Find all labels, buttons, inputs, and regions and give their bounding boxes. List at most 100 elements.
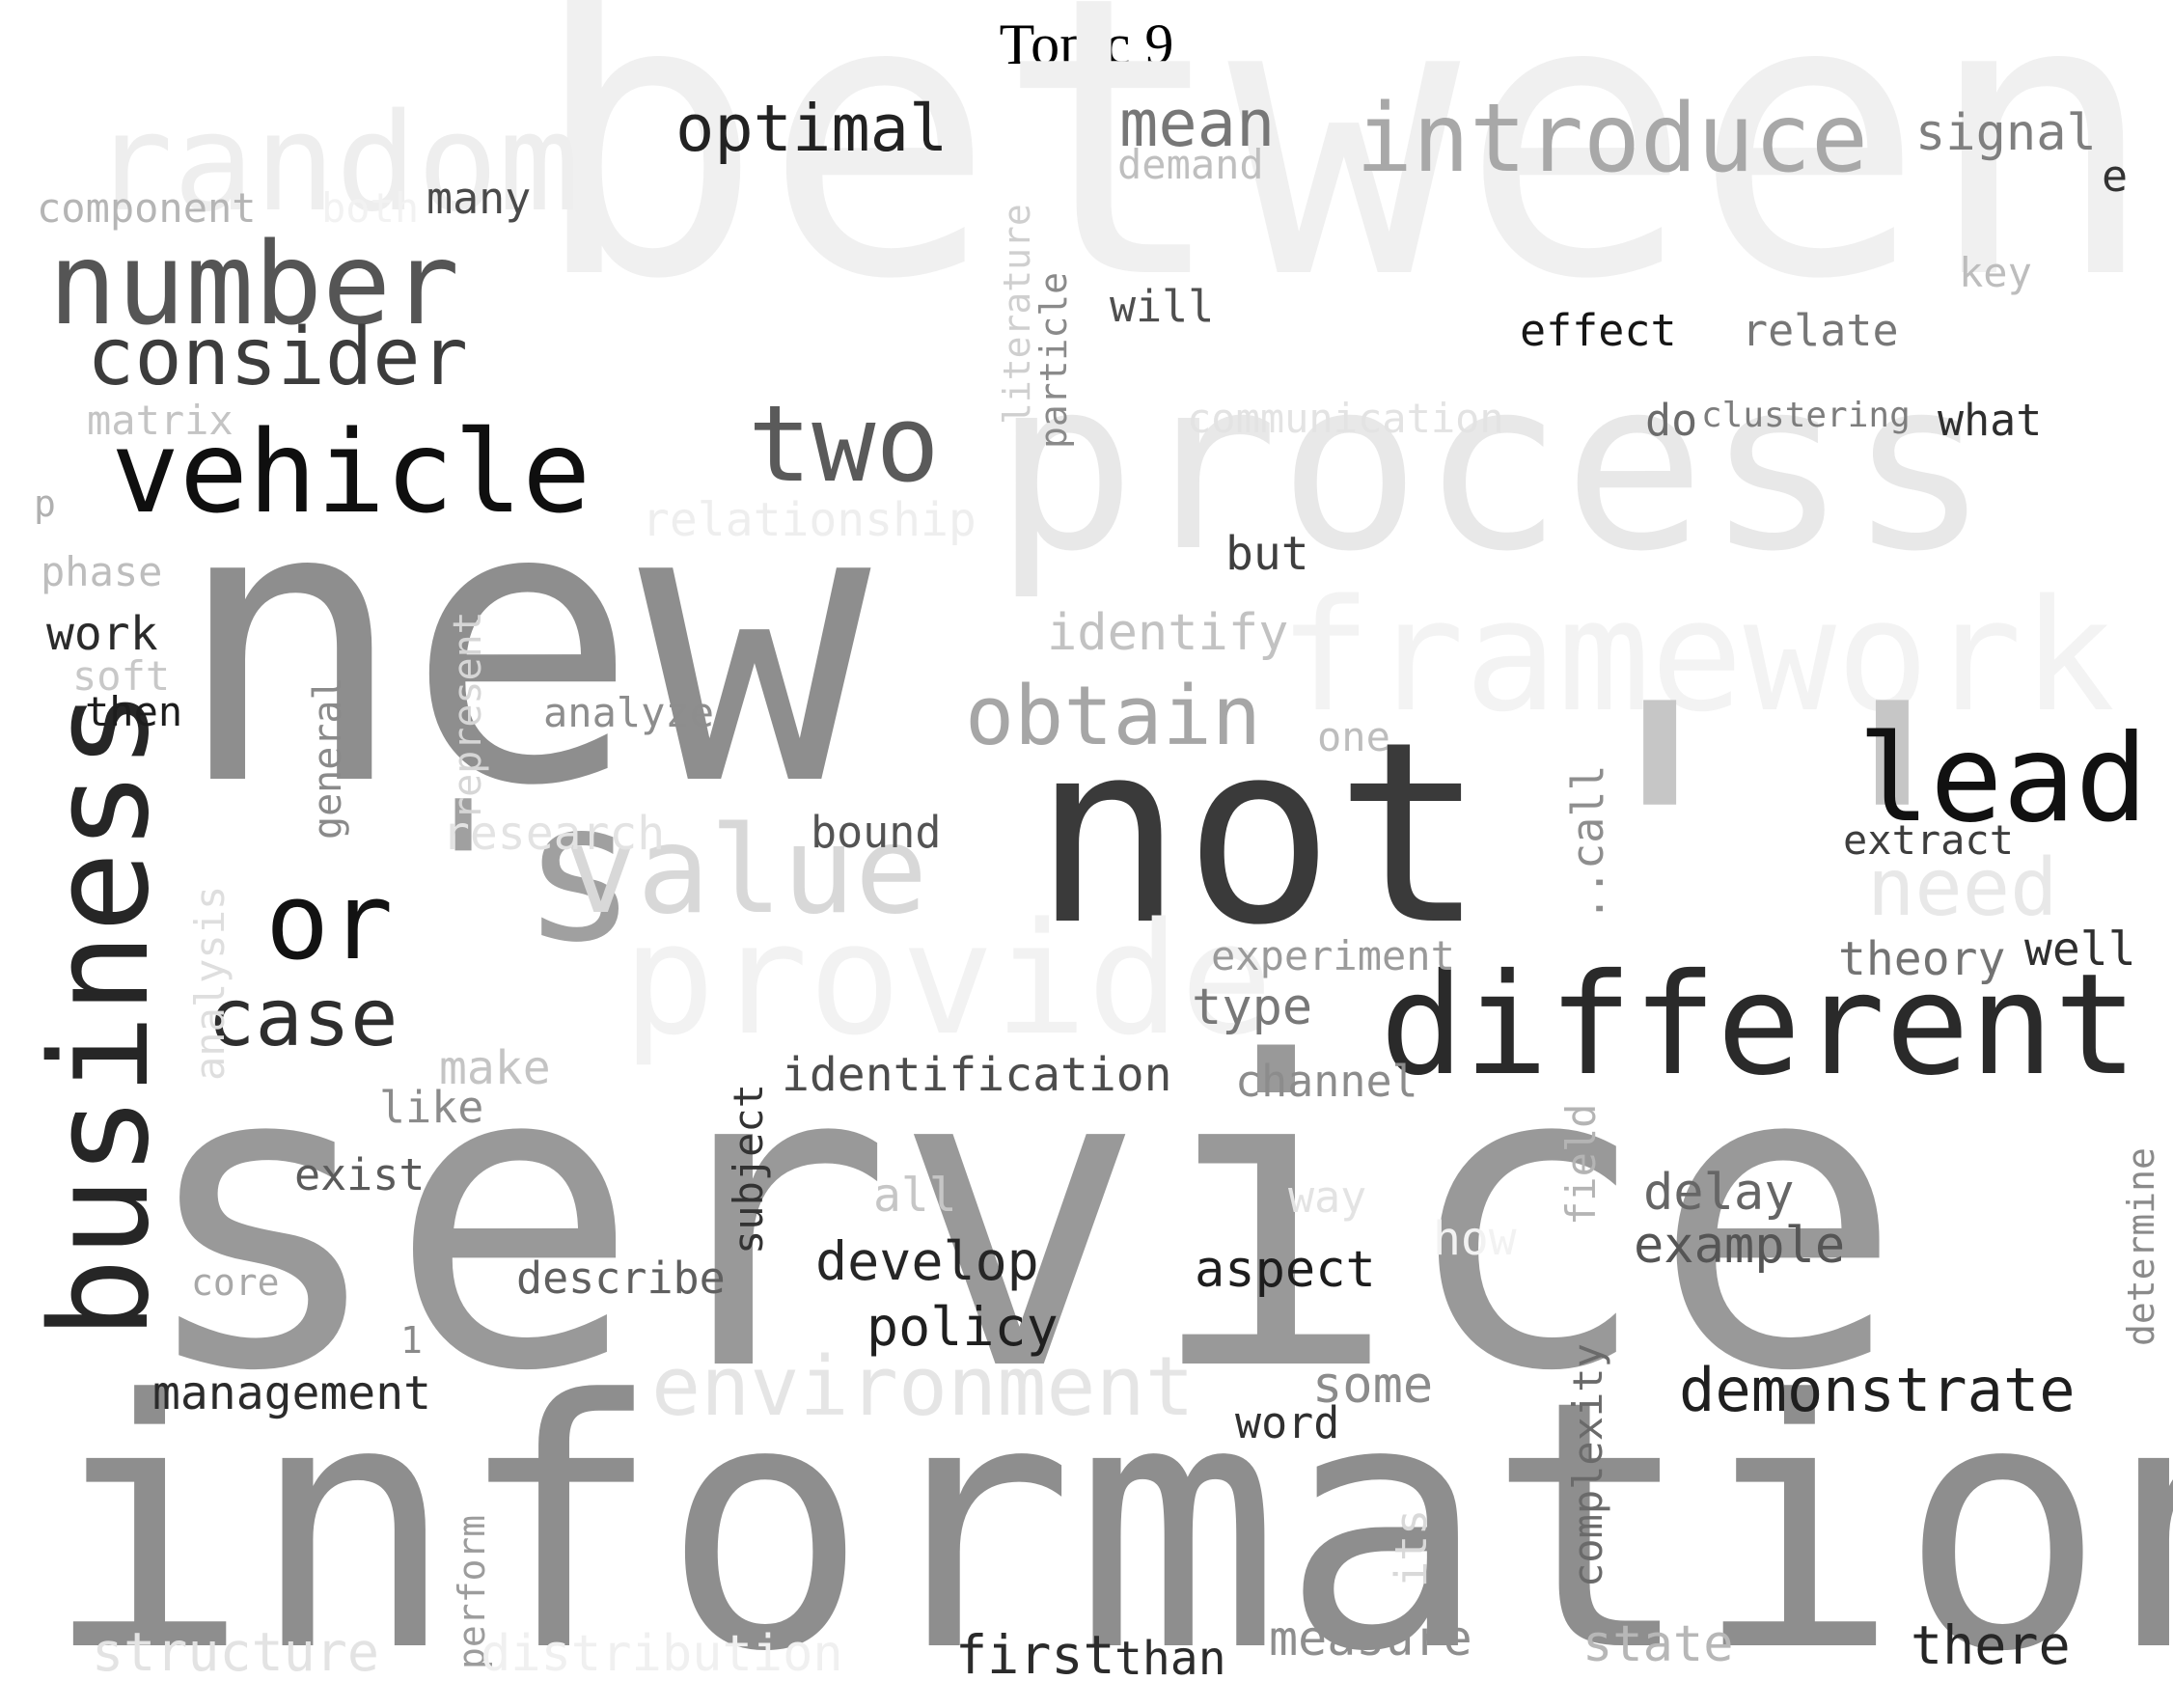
word-type: type — [1192, 978, 1313, 1036]
word-need: need — [1867, 842, 2058, 934]
word-measure: measure — [1269, 1611, 1472, 1667]
word-structure: structure — [92, 1621, 380, 1683]
word-phase: phase — [41, 548, 163, 595]
word-identification: identification — [782, 1048, 1172, 1102]
figure-title: Topic 9 — [999, 13, 1174, 76]
word-make: make — [439, 1041, 551, 1095]
word-environment: environment — [651, 1339, 1195, 1435]
word-its: its — [1386, 1508, 1437, 1587]
word-way: way — [1288, 1171, 1367, 1223]
word-communication: communication — [1187, 395, 1504, 442]
word-process: process — [994, 328, 1991, 603]
word-random: random — [92, 85, 580, 242]
word-experiment: experiment — [1211, 932, 1455, 979]
word-particle: particle — [1032, 271, 1075, 449]
word-analysis: analysis — [186, 885, 234, 1081]
word-research: research — [442, 807, 666, 861]
word-well: well — [2024, 923, 2136, 977]
word-1: 1 — [400, 1319, 423, 1362]
word-channel: channel — [1235, 1056, 1418, 1107]
word-relationship: relationship — [642, 493, 976, 547]
word-general: general — [306, 676, 350, 840]
word-bound: bound — [811, 807, 942, 858]
word-dot-dot-call: ..call — [1562, 764, 1613, 922]
word-literature: literature — [996, 204, 1038, 425]
word-many: many — [426, 173, 532, 224]
word-key: key — [1959, 249, 2032, 296]
word-then: then — [85, 688, 183, 735]
word-all: all — [873, 1169, 957, 1223]
word-management: management — [152, 1366, 431, 1420]
word-or: or — [265, 860, 394, 983]
word-case: case — [207, 973, 399, 1064]
word-what: what — [1938, 395, 2043, 446]
word-service: service — [135, 974, 1905, 1463]
word-core: core — [191, 1261, 280, 1304]
word-not: not — [1032, 689, 1486, 980]
word-word: word — [1235, 1397, 1340, 1448]
word-different: different — [1380, 944, 2138, 1107]
word-e: e — [2102, 151, 2129, 202]
word-between: between — [531, 0, 2158, 364]
word-determine: determine — [2120, 1147, 2162, 1346]
word-matrix: matrix — [87, 397, 234, 444]
word-p: p — [34, 482, 56, 525]
word-framework: framework — [1279, 565, 2115, 746]
word-subject: subject — [725, 1083, 772, 1254]
word-will: will — [1110, 281, 1215, 332]
word-signal: signal — [1915, 104, 2097, 162]
word-new: new — [174, 422, 871, 870]
word-extract: extract — [1843, 816, 2015, 864]
word-state: state — [1582, 1615, 1734, 1673]
word-demonstrate: demonstrate — [1679, 1355, 2076, 1425]
word-consider: consider — [87, 312, 468, 403]
word-but: but — [1225, 527, 1309, 581]
word-work: work — [46, 607, 158, 661]
word-provide: provide — [622, 889, 1274, 1069]
word-identify: identify — [1047, 604, 1289, 662]
word-two: two — [748, 382, 940, 506]
word-component: component — [37, 184, 257, 232]
word-vehicle: vehicle — [111, 405, 591, 538]
word-theory: theory — [1838, 932, 2006, 986]
word-develop: develop — [815, 1230, 1039, 1292]
word-one: one — [1317, 713, 1390, 760]
word-some: some — [1312, 1357, 1434, 1415]
word-like: like — [379, 1082, 484, 1133]
word-field: field — [1557, 1103, 1605, 1226]
word-do: do — [1645, 395, 1698, 446]
word-value: value — [564, 801, 928, 941]
word-exist: exist — [294, 1149, 426, 1200]
word-optimal: optimal — [675, 91, 949, 166]
word-describe: describe — [516, 1253, 726, 1304]
word-number: number — [48, 217, 460, 350]
word-there: there — [1911, 1614, 2071, 1676]
word-policy: policy — [866, 1296, 1059, 1358]
word-represent: represent — [446, 611, 490, 820]
word-mean: mean — [1119, 86, 1276, 161]
word-clustering: clustering — [1701, 396, 1911, 435]
word-analyze: analyze — [543, 689, 715, 736]
word-effect: effect — [1520, 305, 1677, 356]
word-lead: lead — [1857, 709, 2149, 849]
word-delay: delay — [1643, 1164, 1795, 1222]
word-quote-marks: '' — [1544, 624, 2009, 1073]
word-aspect: aspect — [1195, 1241, 1376, 1299]
word-first: first — [955, 1624, 1115, 1686]
word-apostrophe-s: 's — [405, 760, 638, 985]
word-relate: relate — [1742, 305, 1899, 356]
word-how: how — [1433, 1212, 1517, 1266]
word-information: information — [43, 1327, 2173, 1708]
word-both: both — [321, 184, 420, 232]
word-distribution: distribution — [481, 1625, 843, 1683]
word-introduce: introduce — [1356, 84, 1869, 194]
word-than: than — [1114, 1632, 1226, 1686]
word-business: business — [22, 688, 179, 1339]
word-demand: demand — [1117, 141, 1264, 188]
word-soft: soft — [72, 652, 171, 700]
word-complexity: complexity — [1564, 1343, 1611, 1587]
word-obtain: obtain — [965, 669, 1262, 764]
word-example: example — [1634, 1217, 1846, 1275]
